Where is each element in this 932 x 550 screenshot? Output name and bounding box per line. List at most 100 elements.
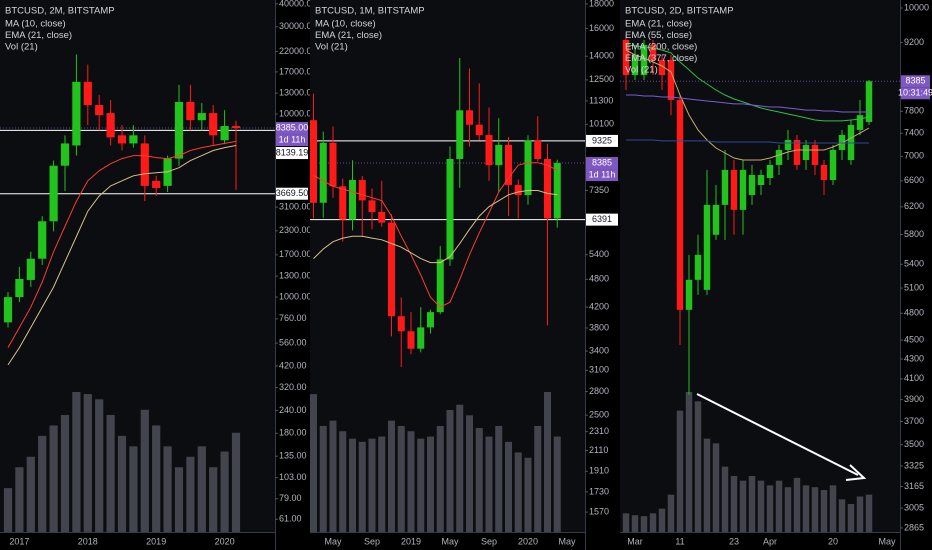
y-tick-label: 3325 bbox=[904, 460, 924, 470]
y-tick-label: 5100 bbox=[904, 282, 924, 292]
candle-body bbox=[378, 211, 386, 223]
candle-body bbox=[197, 113, 206, 121]
volume-bar bbox=[775, 480, 783, 532]
candle-body bbox=[220, 126, 229, 141]
candle-body bbox=[397, 316, 405, 332]
volume-bar bbox=[757, 480, 765, 532]
volume-bar bbox=[3, 488, 13, 532]
volume-bar bbox=[676, 410, 684, 532]
volume-bar bbox=[475, 428, 483, 532]
y-tick-label: 3005 bbox=[904, 502, 924, 512]
y-tick-label: 16000 bbox=[589, 23, 614, 33]
volume-bar bbox=[820, 490, 828, 532]
y-tick-label: 61.00 bbox=[279, 514, 302, 524]
x-tick-label: 2017 bbox=[9, 536, 29, 546]
volume-bar bbox=[534, 425, 542, 532]
volume-bar bbox=[829, 485, 837, 532]
y-tick-label: 3165 bbox=[904, 481, 924, 491]
volume-bar bbox=[220, 451, 229, 532]
indicator-line bbox=[313, 190, 558, 264]
candle-body bbox=[387, 222, 396, 317]
plot-area bbox=[0, 54, 275, 532]
countdown-badge bbox=[276, 134, 308, 147]
volume-bar bbox=[106, 414, 115, 532]
volume-bar bbox=[703, 438, 711, 532]
y-tick-label: 2865 bbox=[904, 522, 924, 532]
y-tick-label: 103.00 bbox=[279, 472, 307, 482]
candle-body bbox=[456, 110, 464, 159]
candle-body bbox=[622, 39, 630, 76]
volume-bar bbox=[712, 443, 720, 532]
volume-bar bbox=[60, 414, 70, 532]
x-tick-label: May bbox=[324, 536, 342, 546]
volume-bar bbox=[310, 394, 318, 532]
volume-bar bbox=[72, 392, 81, 532]
x-tick-label: 20 bbox=[828, 536, 838, 546]
candle-body bbox=[72, 81, 81, 146]
y-tick-label: 1910 bbox=[589, 466, 609, 476]
volume-bar bbox=[95, 399, 104, 532]
candle-body bbox=[95, 105, 104, 116]
volume-bar bbox=[456, 404, 464, 532]
candle-body bbox=[465, 110, 474, 125]
y-tick-label: 135.00 bbox=[279, 451, 307, 461]
price-axis bbox=[585, 0, 620, 550]
volume-bar bbox=[838, 499, 846, 532]
volume-bar bbox=[658, 508, 666, 532]
y-tick-label: 10000.00 bbox=[279, 108, 317, 118]
y-tick-label: 7400 bbox=[904, 128, 924, 138]
candle-body bbox=[856, 115, 864, 130]
legend-entry: EMA (21, close) bbox=[5, 30, 72, 41]
x-tick-label: Sep bbox=[364, 536, 380, 546]
plot-area bbox=[310, 58, 585, 532]
y-tick-label: 1730 bbox=[589, 486, 609, 496]
volume-bar bbox=[368, 438, 376, 532]
candle-body bbox=[514, 184, 522, 196]
arrow-line bbox=[696, 393, 859, 476]
volume-bar bbox=[514, 452, 522, 532]
countdown-badge bbox=[901, 87, 930, 100]
chart-panel: 40000.00 30000.00 22000.00 17000.00 13000.00… bbox=[0, 0, 317, 550]
candle-body bbox=[694, 254, 702, 280]
y-tick-label: 320.00 bbox=[279, 382, 307, 392]
y-tick-label: 17000.00 bbox=[279, 66, 317, 76]
y-tick-label: 2500 bbox=[589, 410, 609, 420]
y-tick-label: 11300 bbox=[589, 95, 613, 105]
volume-bar bbox=[129, 446, 138, 532]
legend-entry: MA (10, close) bbox=[315, 19, 376, 30]
candle-body bbox=[60, 143, 70, 166]
candle-body bbox=[174, 101, 184, 159]
volume-bar bbox=[504, 441, 513, 532]
volume-bar bbox=[622, 513, 630, 532]
chart-panel: 18000 16000 14000 12500 11300 10100 7350 5400 48… bbox=[310, 0, 620, 550]
volume-bar bbox=[407, 431, 415, 532]
x-tick-label: 2019 bbox=[401, 536, 421, 546]
y-tick-label: 79.00 bbox=[279, 493, 302, 503]
candle-body bbox=[319, 142, 327, 203]
price-line-badge bbox=[586, 213, 618, 226]
volume-bar bbox=[694, 401, 702, 532]
y-tick-label: 7350 bbox=[589, 185, 609, 195]
candle-body bbox=[543, 158, 552, 219]
price-line-badge bbox=[276, 187, 308, 200]
volume-bar bbox=[397, 425, 405, 532]
candle-body bbox=[712, 204, 720, 235]
y-tick-label: 5400 bbox=[904, 259, 924, 269]
candle-body bbox=[49, 165, 58, 222]
y-tick-label: 7800 bbox=[904, 106, 924, 116]
volume-bar bbox=[426, 436, 435, 532]
legend-entry: Vol (21) bbox=[625, 65, 658, 76]
y-tick-label: 420.00 bbox=[279, 360, 307, 370]
y-tick-label: 1700.00 bbox=[279, 249, 312, 259]
candle-body bbox=[15, 278, 24, 298]
y-tick-label: 5800 bbox=[904, 229, 924, 239]
candle-body bbox=[504, 144, 513, 185]
volume-bar bbox=[231, 432, 241, 532]
volume-bar bbox=[766, 485, 774, 532]
x-tick-label: 2018 bbox=[78, 536, 98, 546]
candle-body bbox=[730, 169, 738, 210]
y-tick-label: 3400 bbox=[589, 345, 609, 355]
volume-bar bbox=[417, 438, 425, 532]
indicator-line bbox=[7, 145, 237, 366]
